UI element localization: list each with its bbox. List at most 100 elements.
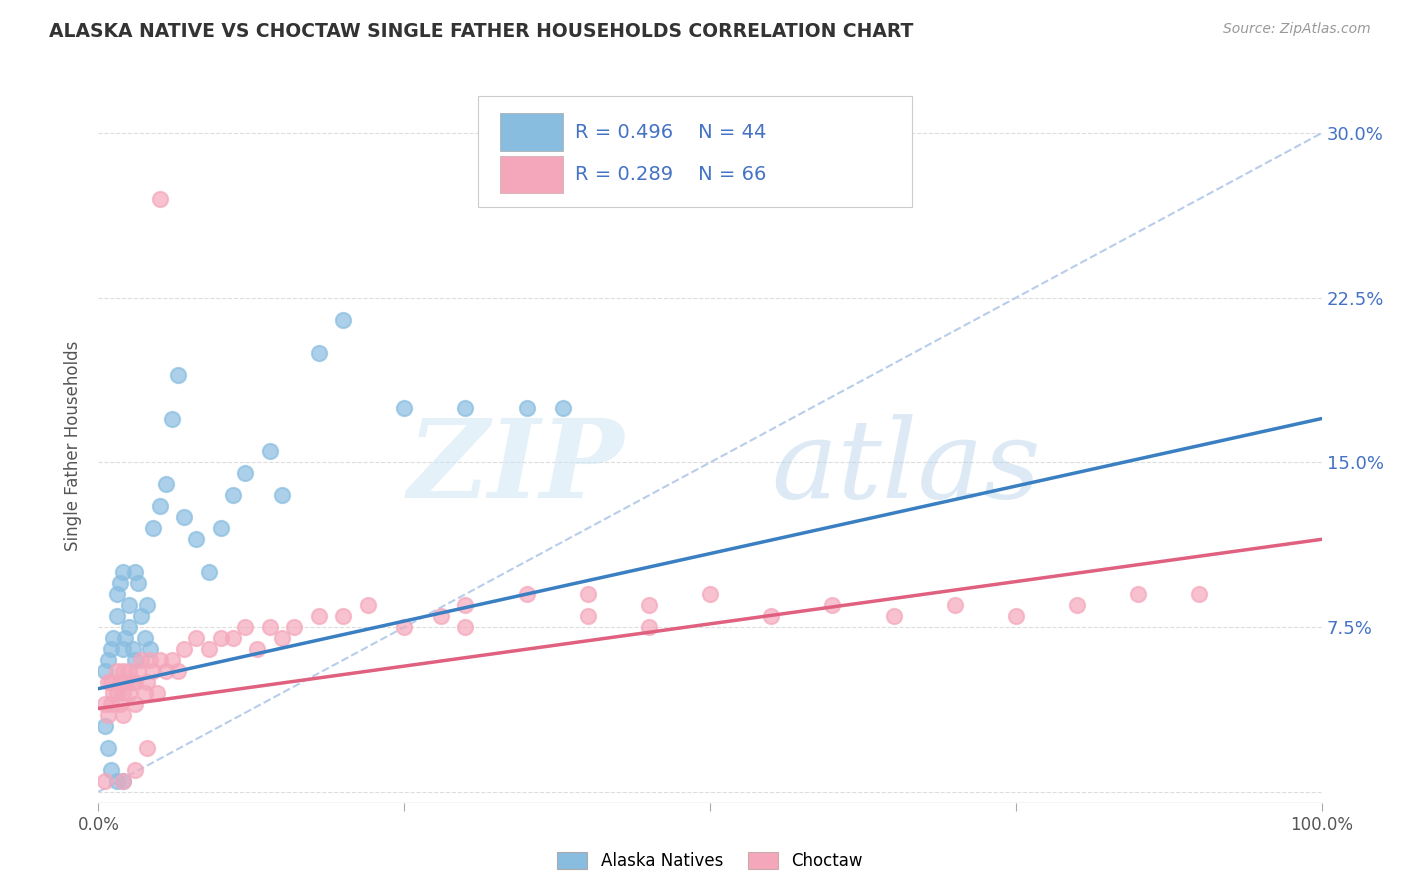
- Point: [209, 521, 232, 535]
- Text: R = 0.496    N = 44: R = 0.496 N = 44: [575, 122, 766, 142]
- Text: R = 0.289    N = 66: R = 0.289 N = 66: [575, 165, 766, 185]
- Point: [100, 697, 122, 711]
- Point: [167, 664, 190, 678]
- Point: [139, 653, 162, 667]
- Point: [100, 675, 122, 690]
- Point: [100, 763, 122, 777]
- FancyBboxPatch shape: [499, 156, 564, 194]
- Point: [283, 620, 305, 634]
- Point: [124, 675, 146, 690]
- Text: ALASKA NATIVE VS CHOCTAW SINGLE FATHER HOUSEHOLDS CORRELATION CHART: ALASKA NATIVE VS CHOCTAW SINGLE FATHER H…: [49, 22, 914, 41]
- Point: [259, 620, 281, 634]
- Point: [142, 664, 165, 678]
- Point: [638, 598, 661, 612]
- Point: [160, 411, 183, 425]
- Point: [186, 533, 208, 547]
- Point: [173, 510, 195, 524]
- Point: [124, 763, 146, 777]
- Point: [270, 488, 294, 502]
- Point: [246, 642, 269, 657]
- Point: [129, 609, 152, 624]
- Point: [136, 598, 159, 612]
- Point: [454, 401, 477, 415]
- Point: [139, 642, 162, 657]
- Point: [155, 664, 177, 678]
- Point: [111, 686, 134, 700]
- Point: [105, 773, 128, 788]
- Point: [110, 576, 132, 591]
- Point: [105, 609, 128, 624]
- Point: [197, 642, 219, 657]
- Point: [222, 631, 245, 645]
- Point: [93, 664, 115, 678]
- Point: [430, 609, 453, 624]
- Point: [124, 697, 146, 711]
- Point: [111, 642, 134, 657]
- Point: [111, 708, 134, 723]
- Text: ZIP: ZIP: [408, 414, 624, 521]
- Point: [149, 653, 172, 667]
- Y-axis label: Single Father Households: Single Father Households: [65, 341, 83, 551]
- Point: [638, 620, 661, 634]
- Point: [332, 312, 354, 326]
- Point: [100, 642, 122, 657]
- Point: [209, 631, 232, 645]
- Point: [127, 664, 149, 678]
- Point: [105, 664, 128, 678]
- Point: [124, 653, 146, 667]
- Point: [761, 609, 783, 624]
- Point: [270, 631, 294, 645]
- FancyBboxPatch shape: [499, 113, 564, 151]
- Point: [111, 566, 134, 580]
- Point: [160, 653, 183, 667]
- Point: [186, 631, 208, 645]
- Point: [1188, 587, 1211, 601]
- Point: [259, 444, 281, 458]
- Point: [118, 620, 141, 634]
- Text: atlas: atlas: [772, 414, 1040, 521]
- Point: [1004, 609, 1026, 624]
- Point: [97, 653, 120, 667]
- Point: [93, 773, 115, 788]
- Point: [121, 642, 143, 657]
- Point: [97, 740, 120, 755]
- Point: [149, 192, 172, 206]
- Point: [515, 401, 537, 415]
- Point: [105, 587, 128, 601]
- Point: [114, 675, 136, 690]
- Point: [576, 587, 599, 601]
- Point: [222, 488, 245, 502]
- Point: [110, 697, 132, 711]
- Point: [114, 631, 136, 645]
- Point: [134, 686, 156, 700]
- Point: [454, 598, 477, 612]
- Point: [553, 401, 575, 415]
- Point: [821, 598, 844, 612]
- Legend: Alaska Natives, Choctaw: Alaska Natives, Choctaw: [551, 845, 869, 877]
- Point: [118, 686, 141, 700]
- Point: [146, 686, 169, 700]
- Point: [197, 566, 219, 580]
- Point: [1066, 598, 1088, 612]
- Point: [105, 686, 128, 700]
- Point: [101, 686, 124, 700]
- Point: [101, 631, 124, 645]
- Point: [332, 609, 354, 624]
- Point: [118, 598, 141, 612]
- Point: [167, 368, 190, 382]
- Point: [118, 664, 141, 678]
- Point: [454, 620, 477, 634]
- Point: [392, 620, 416, 634]
- Point: [110, 675, 132, 690]
- Point: [356, 598, 378, 612]
- Point: [308, 609, 330, 624]
- Point: [515, 587, 537, 601]
- Point: [136, 740, 159, 755]
- Point: [111, 664, 134, 678]
- Point: [111, 773, 134, 788]
- Point: [576, 609, 599, 624]
- Point: [883, 609, 905, 624]
- Point: [127, 576, 149, 591]
- Point: [124, 566, 146, 580]
- Point: [93, 719, 115, 733]
